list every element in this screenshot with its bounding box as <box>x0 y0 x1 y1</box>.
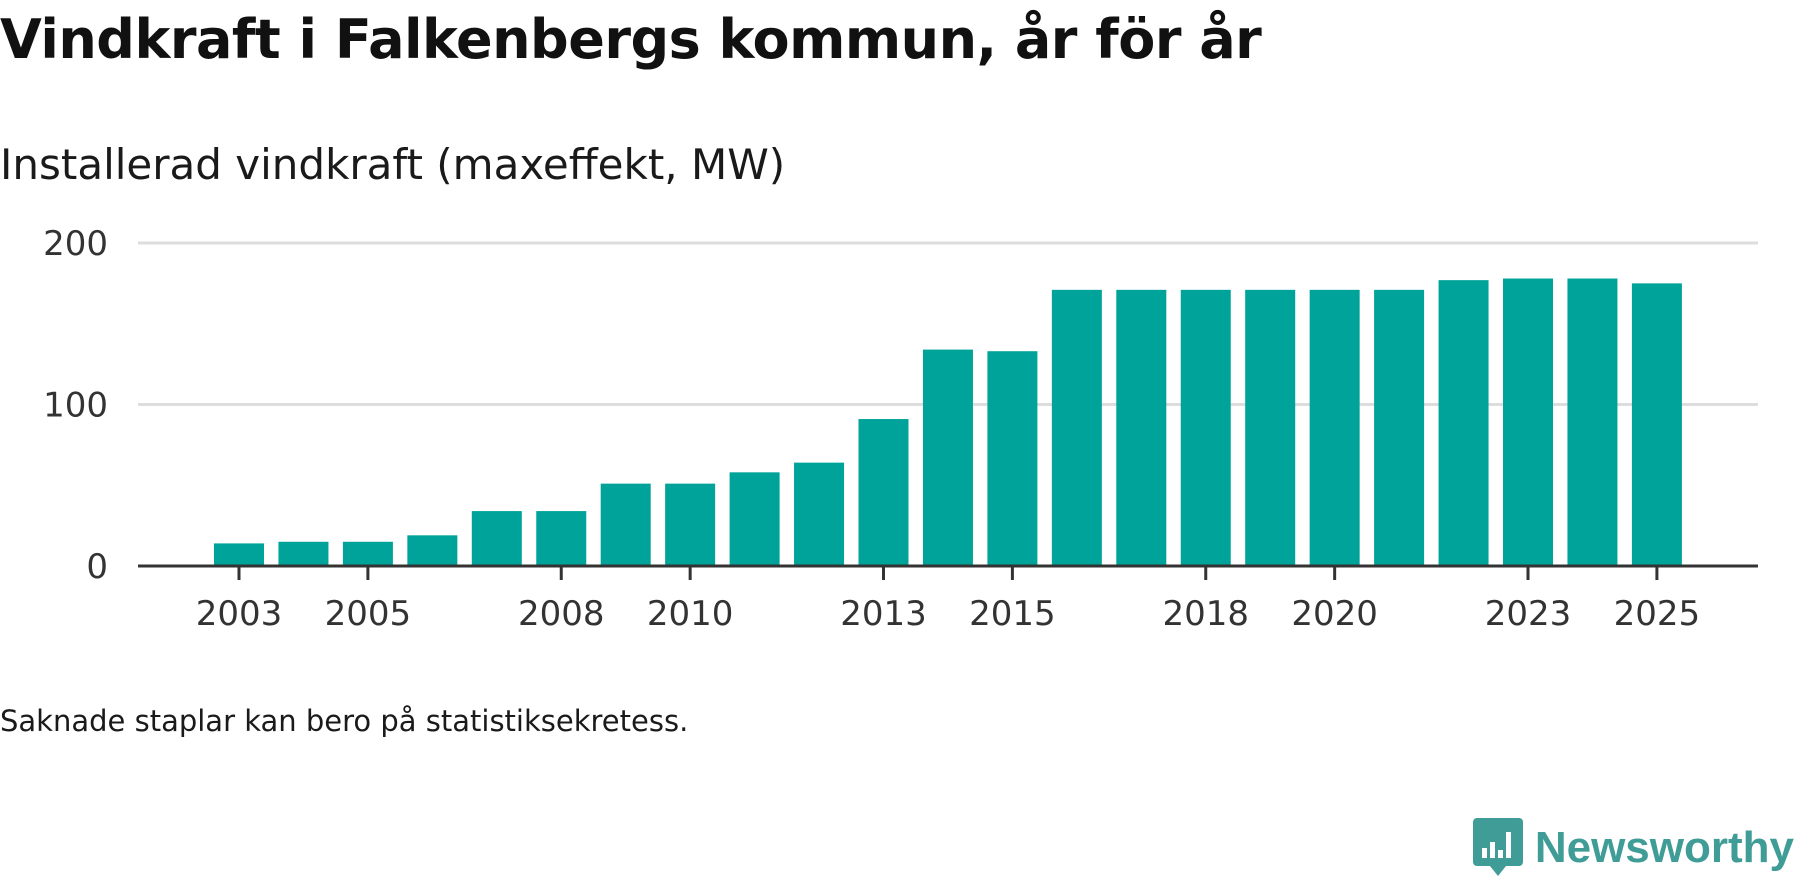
bar-2017 <box>1116 289 1167 566</box>
bar-2022 <box>1438 280 1489 566</box>
footnote: Saknade staplar kan bero på statistiksek… <box>0 704 689 738</box>
x-tick-label-2005: 2005 <box>325 594 412 634</box>
bars <box>214 278 1682 566</box>
bar-2005 <box>342 541 393 566</box>
tick-labels: 0 100 200 2003 2005 2008 2010 2013 2015 2018 2020 2… <box>43 224 1700 634</box>
x-tick-label-2013: 2013 <box>840 594 927 634</box>
bar-2020 <box>1309 289 1360 566</box>
bar-2007 <box>471 511 522 566</box>
bar-2003 <box>214 543 264 566</box>
bar-2013 <box>858 419 909 566</box>
x-tick-label-2018: 2018 <box>1162 594 1249 634</box>
bar-2011 <box>729 472 780 566</box>
bar-2025 <box>1631 283 1682 566</box>
x-tick-label-2023: 2023 <box>1485 594 1572 634</box>
bar-2023 <box>1503 278 1553 566</box>
bar-2004 <box>278 541 329 566</box>
bar-2024 <box>1567 278 1618 566</box>
bar-2016 <box>1051 289 1102 566</box>
y-tick-label-0: 0 <box>86 547 108 587</box>
x-tick-label-2003: 2003 <box>196 594 283 634</box>
x-tick-label-2015: 2015 <box>969 594 1056 634</box>
chart-subtitle: Installerad vindkraft (maxeffekt, MW) <box>0 140 786 189</box>
bar-2015 <box>987 351 1038 566</box>
bar-2008 <box>536 511 587 566</box>
x-tick-label-2020: 2020 <box>1291 594 1378 634</box>
bar-2012 <box>794 462 845 566</box>
bar-2019 <box>1245 289 1296 566</box>
bar-2014 <box>922 349 973 566</box>
x-tick-label-2008: 2008 <box>518 594 605 634</box>
bar-2010 <box>665 483 716 566</box>
brand-logo: Newsworthy <box>1472 818 1794 878</box>
brand-name: Newsworthy <box>1534 823 1794 872</box>
y-tick-label-200: 200 <box>43 224 108 264</box>
newsworthy-logo-icon <box>1472 818 1523 876</box>
bar-2006 <box>407 535 458 566</box>
y-tick-label-100: 100 <box>43 386 108 426</box>
chart-title: Vindkraft i Falkenbergs kommun, år för å… <box>0 8 1262 71</box>
bar-2018 <box>1180 289 1231 566</box>
x-tick-label-2025: 2025 <box>1614 594 1701 634</box>
x-tick-label-2010: 2010 <box>647 594 734 634</box>
bar-2021 <box>1374 289 1425 566</box>
bar-2009 <box>600 483 651 566</box>
axes <box>138 564 1758 580</box>
